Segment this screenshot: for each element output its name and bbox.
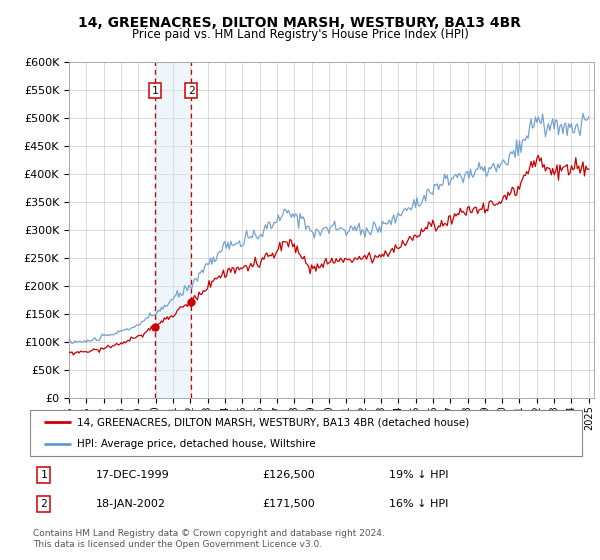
Text: 17-DEC-1999: 17-DEC-1999: [96, 470, 170, 480]
FancyBboxPatch shape: [30, 410, 582, 456]
Text: 2: 2: [40, 499, 47, 509]
Text: HPI: Average price, detached house, Wiltshire: HPI: Average price, detached house, Wilt…: [77, 439, 316, 449]
Text: 1: 1: [40, 470, 47, 480]
Text: 18-JAN-2002: 18-JAN-2002: [96, 499, 166, 509]
Text: Price paid vs. HM Land Registry's House Price Index (HPI): Price paid vs. HM Land Registry's House …: [131, 28, 469, 41]
Bar: [155, 62, 191, 398]
Text: £126,500: £126,500: [262, 470, 314, 480]
Text: 16% ↓ HPI: 16% ↓ HPI: [389, 499, 448, 509]
Text: 14, GREENACRES, DILTON MARSH, WESTBURY, BA13 4BR: 14, GREENACRES, DILTON MARSH, WESTBURY, …: [79, 16, 521, 30]
Text: 19% ↓ HPI: 19% ↓ HPI: [389, 470, 448, 480]
Text: £171,500: £171,500: [262, 499, 314, 509]
Text: Contains HM Land Registry data © Crown copyright and database right 2024.
This d: Contains HM Land Registry data © Crown c…: [33, 529, 385, 549]
Text: 2: 2: [188, 86, 194, 96]
Text: 14, GREENACRES, DILTON MARSH, WESTBURY, BA13 4BR (detached house): 14, GREENACRES, DILTON MARSH, WESTBURY, …: [77, 417, 469, 427]
Text: 1: 1: [152, 86, 158, 96]
